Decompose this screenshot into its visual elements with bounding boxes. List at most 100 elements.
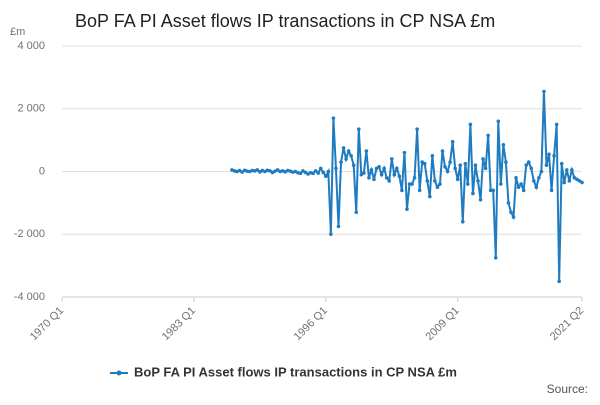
point — [389, 157, 394, 161]
point — [580, 180, 584, 185]
point — [402, 150, 407, 155]
point — [407, 182, 412, 186]
point — [526, 160, 531, 164]
point — [316, 171, 320, 175]
point — [318, 166, 323, 171]
point — [453, 166, 457, 171]
point — [481, 157, 485, 161]
chart-title: BoP FA PI Asset flows IP transactions in… — [75, 11, 495, 31]
point — [311, 171, 315, 176]
point — [524, 163, 528, 168]
point — [534, 185, 539, 189]
point — [415, 127, 419, 131]
point — [562, 180, 567, 185]
point — [377, 164, 381, 169]
point — [313, 169, 318, 173]
point — [471, 191, 475, 196]
point — [344, 157, 348, 161]
point — [417, 188, 422, 193]
point — [395, 166, 399, 171]
point — [476, 179, 480, 183]
point — [473, 163, 478, 168]
point — [466, 182, 470, 186]
point — [321, 170, 326, 175]
point — [458, 163, 463, 168]
point — [514, 175, 518, 180]
point — [506, 201, 511, 205]
point — [341, 146, 346, 150]
point — [435, 185, 440, 189]
point — [336, 224, 341, 229]
point — [367, 175, 371, 180]
point — [331, 116, 336, 120]
y-tick-label: 0 — [39, 165, 45, 177]
point — [509, 210, 513, 215]
point — [346, 149, 351, 153]
point — [547, 152, 551, 157]
source: Source: — [547, 382, 588, 396]
point — [326, 169, 331, 174]
point — [483, 166, 488, 171]
x-tick-label: 1996 Q1 — [292, 305, 330, 343]
point — [428, 194, 432, 199]
point — [362, 171, 366, 175]
point — [552, 154, 556, 158]
point — [542, 89, 546, 94]
y-axis-label: £m — [10, 26, 25, 38]
point — [354, 210, 359, 215]
y-tick-label: 2 000 — [17, 103, 45, 115]
point — [499, 182, 503, 186]
point — [504, 160, 508, 164]
x-tick-label: 2021 Q2 — [548, 305, 586, 343]
point — [519, 182, 523, 186]
y-tick-label: -4 000 — [14, 291, 45, 303]
point — [537, 175, 541, 180]
point — [356, 127, 361, 131]
point — [463, 161, 468, 166]
point — [339, 160, 343, 164]
point — [397, 174, 402, 179]
point — [351, 163, 356, 168]
point — [349, 154, 353, 158]
point — [324, 174, 328, 179]
point — [488, 188, 493, 193]
point — [567, 179, 572, 183]
point — [521, 188, 526, 193]
point — [460, 219, 465, 224]
point — [372, 177, 376, 182]
point — [438, 182, 442, 186]
point — [329, 232, 333, 237]
point — [430, 154, 435, 158]
x-tick-label: 1970 Q1 — [28, 305, 66, 343]
point — [400, 188, 404, 193]
legend-swatch-dot — [116, 370, 122, 376]
point — [255, 168, 260, 172]
point — [405, 207, 409, 211]
point — [382, 166, 386, 171]
point — [369, 168, 374, 172]
point — [240, 170, 244, 174]
point — [425, 179, 430, 183]
point — [529, 166, 534, 171]
point — [544, 163, 549, 168]
point — [564, 168, 569, 172]
point — [532, 179, 536, 183]
point — [448, 160, 452, 164]
x-tick-label: 2009 Q1 — [424, 305, 462, 343]
point — [440, 149, 445, 153]
point — [455, 177, 460, 182]
point — [433, 179, 437, 183]
point — [486, 133, 490, 138]
y-tick-label: 4 000 — [17, 40, 45, 52]
point — [422, 161, 427, 166]
point — [559, 161, 564, 166]
point — [496, 119, 501, 124]
y-tick-label: -2 000 — [14, 228, 45, 240]
point — [450, 139, 455, 144]
point — [493, 255, 498, 260]
point — [557, 279, 561, 284]
point — [384, 175, 389, 180]
legend-label: BoP FA PI Asset flows IP transactions in… — [134, 364, 457, 379]
point — [570, 168, 574, 172]
